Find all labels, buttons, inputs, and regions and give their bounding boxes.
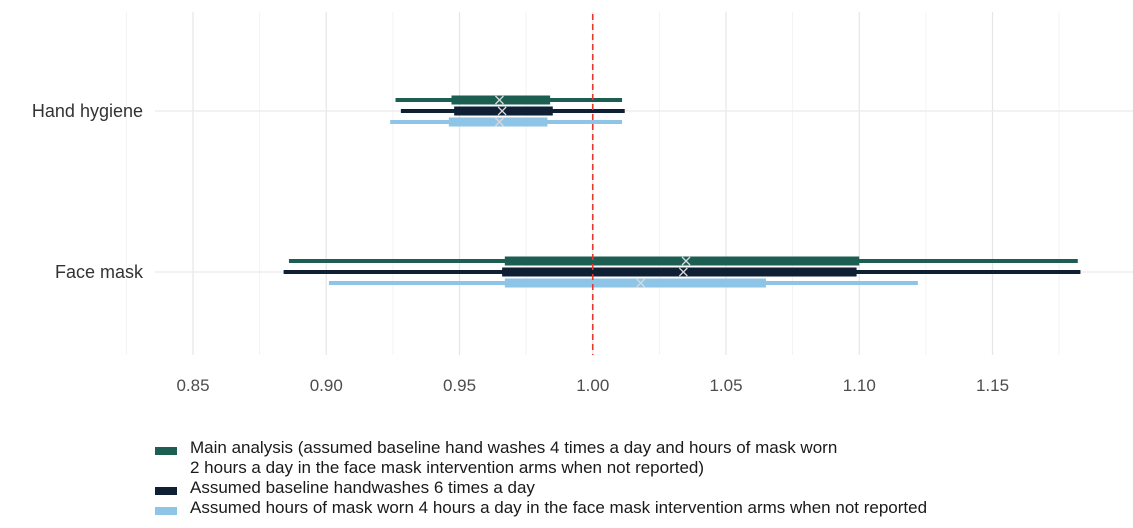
point-estimate-mark xyxy=(678,267,688,277)
point-estimate-mark xyxy=(681,256,691,266)
legend-key xyxy=(155,447,177,455)
x-tick-label: 1.10 xyxy=(843,376,876,395)
x-tick-label: 1.15 xyxy=(976,376,1009,395)
gridlines xyxy=(125,12,1133,355)
x-tick-label: 0.95 xyxy=(443,376,476,395)
y-tick-label: Face mask xyxy=(55,262,144,282)
forest-plot: Hand hygiene Face mask 0.85 0.90 0.95 1.00 1.… xyxy=(32,12,1133,395)
x-tick-label: 0.90 xyxy=(310,376,343,395)
legend-key xyxy=(155,507,177,515)
series-marks xyxy=(283,95,1081,288)
y-axis-labels: Hand hygiene Face mask xyxy=(32,101,144,282)
legend-key xyxy=(155,487,177,495)
y-tick-label: Hand hygiene xyxy=(32,101,143,121)
point-estimate-mark xyxy=(495,117,504,127)
x-axis-tick-labels: 0.85 0.90 0.95 1.00 1.05 1.10 1.15 xyxy=(176,376,1009,395)
point-estimate-mark xyxy=(636,278,646,288)
x-tick-label: 0.85 xyxy=(176,376,209,395)
legend-item: Assumed hours of mask worn 4 hours a day… xyxy=(155,498,1130,518)
legend-label: Main analysis (assumed baseline hand was… xyxy=(190,438,838,477)
legend-label: Assumed baseline handwashes 6 times a da… xyxy=(190,478,535,497)
legend-label: Assumed hours of mask worn 4 hours a day… xyxy=(190,498,928,517)
legend-item: Main analysis (assumed baseline hand was… xyxy=(155,438,1130,478)
x-tick-label: 1.05 xyxy=(709,376,742,395)
legend-item: Assumed baseline handwashes 6 times a da… xyxy=(155,478,1130,498)
legend: Main analysis (assumed baseline hand was… xyxy=(155,438,1130,518)
point-estimate-mark xyxy=(495,95,504,105)
point-estimate-mark xyxy=(497,106,507,116)
x-tick-label: 1.00 xyxy=(576,376,609,395)
